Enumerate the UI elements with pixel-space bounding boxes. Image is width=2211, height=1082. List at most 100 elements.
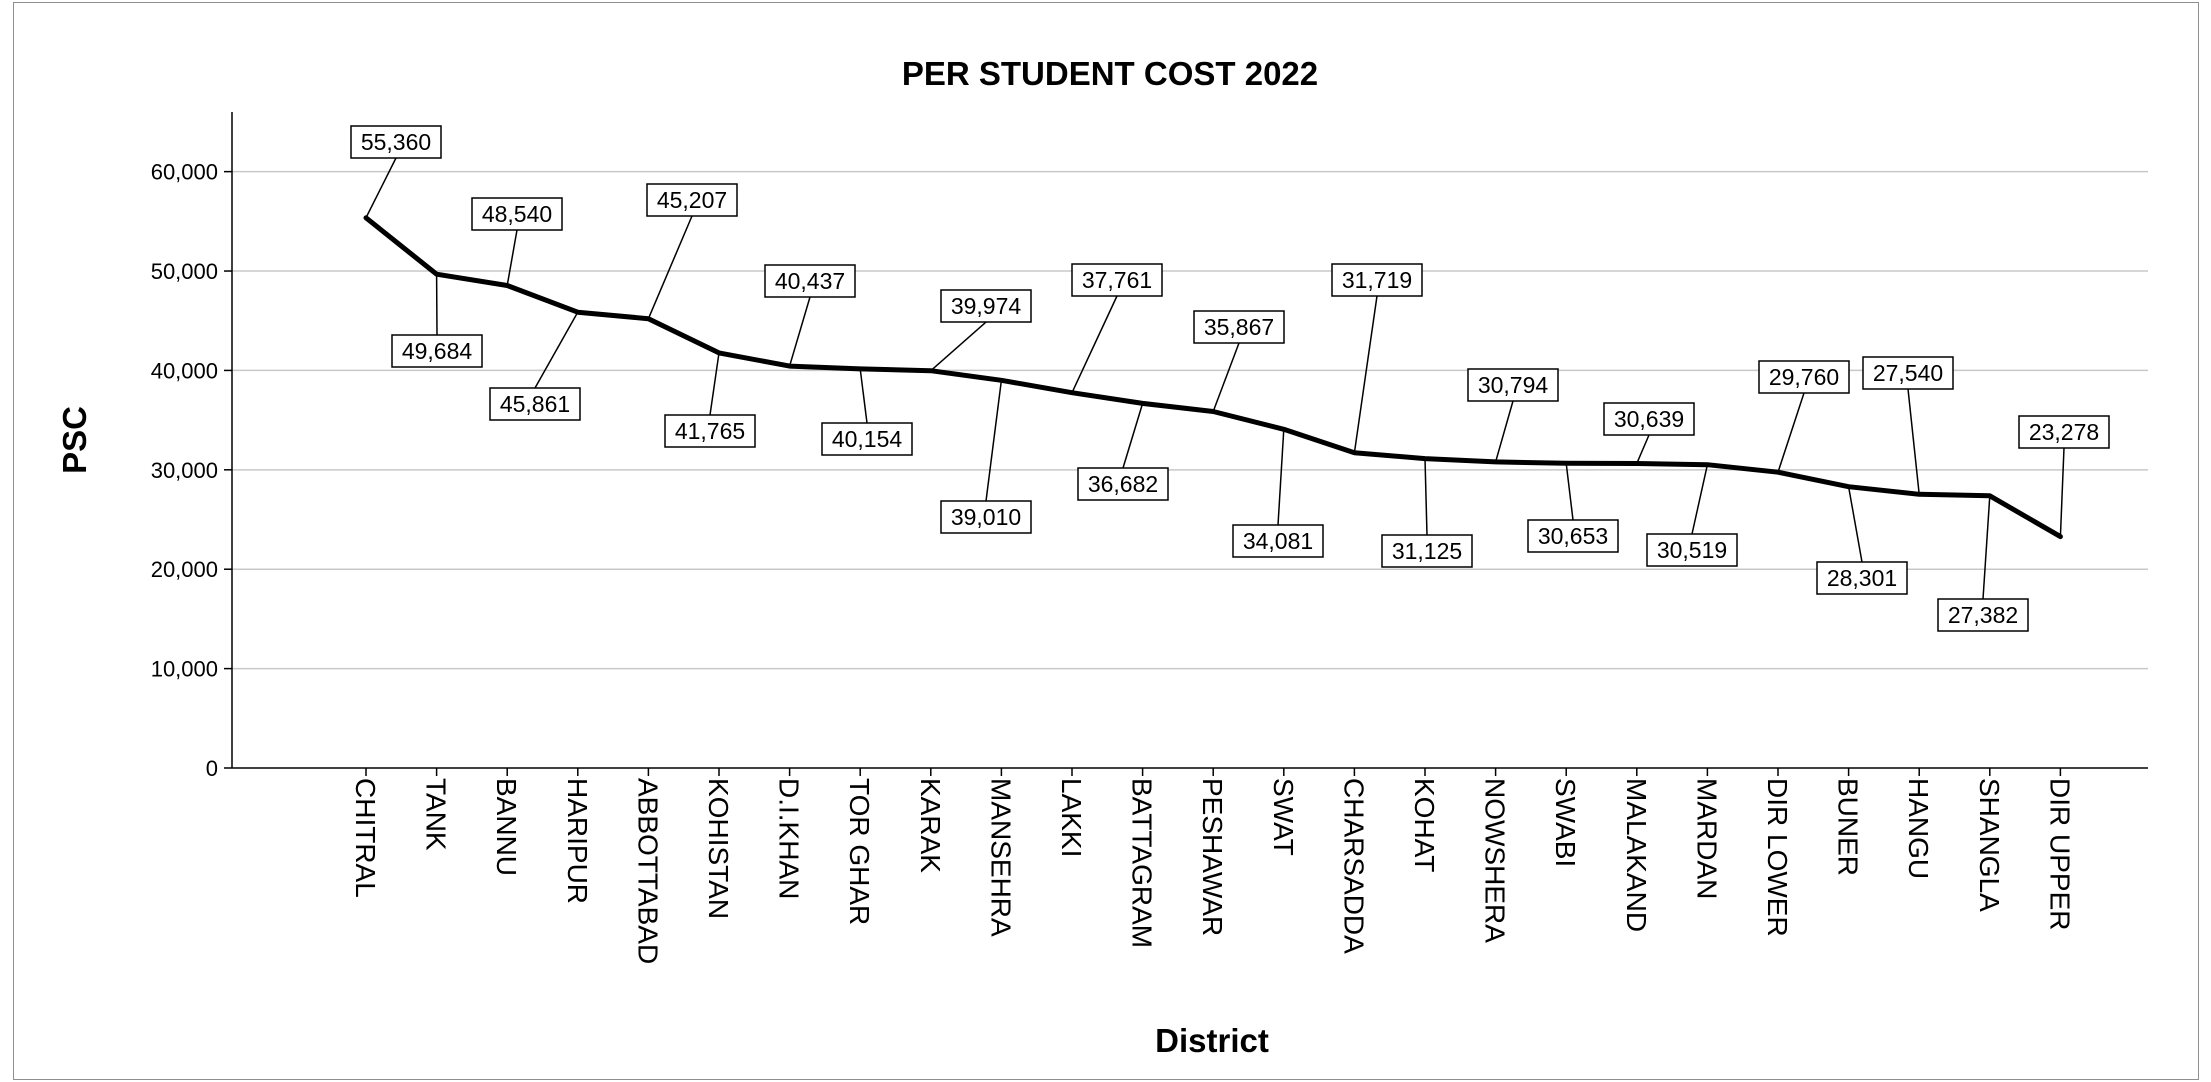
data-label: 31,125 bbox=[1381, 534, 1473, 568]
leader-line bbox=[985, 380, 1003, 502]
data-label-text: 45,207 bbox=[657, 187, 727, 213]
x-tick-label: CHARSADDA bbox=[1338, 778, 1369, 954]
leader-line bbox=[788, 296, 811, 367]
x-axis-title: District bbox=[1155, 1022, 1269, 1059]
data-label-text: 31,719 bbox=[1342, 267, 1412, 293]
leader-line bbox=[1277, 429, 1285, 526]
y-tick-label: 50,000 bbox=[151, 259, 218, 284]
data-label-text: 39,010 bbox=[951, 504, 1021, 530]
data-label-text: 41,765 bbox=[675, 418, 745, 444]
x-tick-label: BUNER bbox=[1833, 778, 1864, 876]
y-tick-label: 20,000 bbox=[151, 557, 218, 582]
data-label: 45,207 bbox=[646, 183, 738, 217]
data-label-box bbox=[1381, 534, 1473, 568]
data-label: 35,867 bbox=[1193, 310, 1285, 344]
x-tick-label: KOHAT bbox=[1409, 778, 1440, 872]
data-label-box bbox=[471, 197, 563, 231]
data-label-text: 30,519 bbox=[1657, 537, 1727, 563]
x-tick-label: SWABI bbox=[1550, 778, 1581, 867]
leader-line bbox=[1636, 434, 1650, 464]
data-label-text: 49,684 bbox=[402, 338, 473, 364]
y-tick-label: 60,000 bbox=[151, 160, 218, 185]
data-label-box bbox=[1816, 561, 1908, 595]
y-tick-label: 40,000 bbox=[151, 358, 218, 383]
leader-line bbox=[1907, 388, 1920, 495]
data-label-text: 36,682 bbox=[1088, 471, 1158, 497]
chart-frame bbox=[13, 2, 2199, 1080]
data-label-text: 40,437 bbox=[775, 268, 845, 294]
data-label-box bbox=[1467, 368, 1559, 402]
data-label-box bbox=[1603, 402, 1695, 436]
data-label: 39,010 bbox=[940, 500, 1032, 534]
data-label-text: 35,867 bbox=[1204, 314, 1274, 340]
data-label-text: 55,360 bbox=[361, 129, 431, 155]
x-tick-label: MARDAN bbox=[1691, 778, 1722, 899]
x-axis-ticks: CHITRAL TANK BANNU HARIPUR ABBOTTABAD KOHISTA… bbox=[350, 768, 2075, 964]
leader-line bbox=[534, 311, 579, 389]
y-tick-label: 10,000 bbox=[151, 657, 218, 682]
x-tick-label: BANNU bbox=[491, 778, 522, 876]
data-label-text: 48,540 bbox=[482, 201, 552, 227]
data-label: 41,765 bbox=[664, 414, 756, 448]
x-tick-label: KARAK bbox=[915, 778, 946, 873]
data-label: 48,540 bbox=[471, 197, 563, 231]
x-tick-label: HANGU bbox=[1903, 778, 1934, 879]
data-label-box bbox=[350, 125, 442, 159]
data-label-box bbox=[1527, 519, 1619, 553]
leader-line bbox=[1424, 458, 1428, 536]
data-label: 39,974 bbox=[940, 289, 1032, 323]
data-label-text: 31,125 bbox=[1392, 538, 1462, 564]
data-label-box bbox=[1193, 310, 1285, 344]
data-label-box bbox=[1758, 360, 1850, 394]
data-label-box bbox=[2018, 415, 2110, 449]
leader-line bbox=[2059, 447, 2065, 537]
leader-line bbox=[1691, 464, 1709, 535]
data-label-text: 27,540 bbox=[1873, 360, 1943, 386]
x-tick-label: D.I.KHAN bbox=[774, 778, 805, 899]
x-tick-label: SWAT bbox=[1268, 778, 1299, 856]
leader-line bbox=[1565, 463, 1574, 521]
x-tick-label: DIR UPPER bbox=[2044, 778, 2075, 930]
data-label: 37,761 bbox=[1071, 263, 1163, 297]
data-label: 27,382 bbox=[1937, 598, 2029, 632]
x-tick-label: TANK bbox=[421, 778, 452, 851]
leader-line bbox=[930, 321, 987, 372]
x-tick-label: KOHISTAN bbox=[703, 778, 734, 919]
data-label-text: 37,761 bbox=[1082, 267, 1152, 293]
data-label-text: 30,639 bbox=[1614, 406, 1684, 432]
data-label-box bbox=[1077, 467, 1169, 501]
y-axis-ticks: 0 10,000 20,000 30,000 40,000 50,000 60,000 bbox=[151, 160, 232, 781]
data-label: 49,684 bbox=[391, 334, 483, 368]
data-label: 55,360 bbox=[350, 125, 442, 159]
chart-title: PER STUDENT COST 2022 bbox=[902, 55, 1318, 92]
y-tick-label: 0 bbox=[206, 756, 218, 781]
leader-line bbox=[709, 352, 720, 416]
data-label: 27,540 bbox=[1862, 356, 1954, 390]
data-label-text: 45,861 bbox=[500, 391, 570, 417]
x-tick-label: MALAKAND bbox=[1621, 778, 1652, 932]
leader-line bbox=[1212, 342, 1240, 412]
leader-line bbox=[1494, 400, 1514, 463]
data-label-text: 30,653 bbox=[1538, 523, 1608, 549]
data-label: 40,437 bbox=[764, 264, 856, 298]
data-label: 34,081 bbox=[1232, 524, 1324, 558]
data-label-text: 40,154 bbox=[832, 426, 903, 452]
leader-line bbox=[647, 215, 693, 319]
data-label: 45,861 bbox=[489, 387, 581, 421]
data-label-box bbox=[664, 414, 756, 448]
data-label: 31,719 bbox=[1331, 263, 1423, 297]
data-label-box bbox=[391, 334, 483, 368]
data-label-text: 27,382 bbox=[1948, 602, 2018, 628]
data-label-text: 23,278 bbox=[2029, 419, 2099, 445]
x-tick-label: SHANGLA bbox=[1974, 778, 2005, 912]
data-label-box bbox=[821, 422, 913, 456]
leader-line bbox=[506, 229, 518, 286]
data-label-box bbox=[940, 500, 1032, 534]
leader-line bbox=[1353, 295, 1378, 453]
y-axis-title: PSC bbox=[56, 406, 93, 474]
x-tick-label: TOR GHAR bbox=[844, 778, 875, 925]
data-label-text: 29,760 bbox=[1769, 364, 1839, 390]
x-tick-label: HARIPUR bbox=[562, 778, 593, 904]
data-label-box bbox=[1071, 263, 1163, 297]
